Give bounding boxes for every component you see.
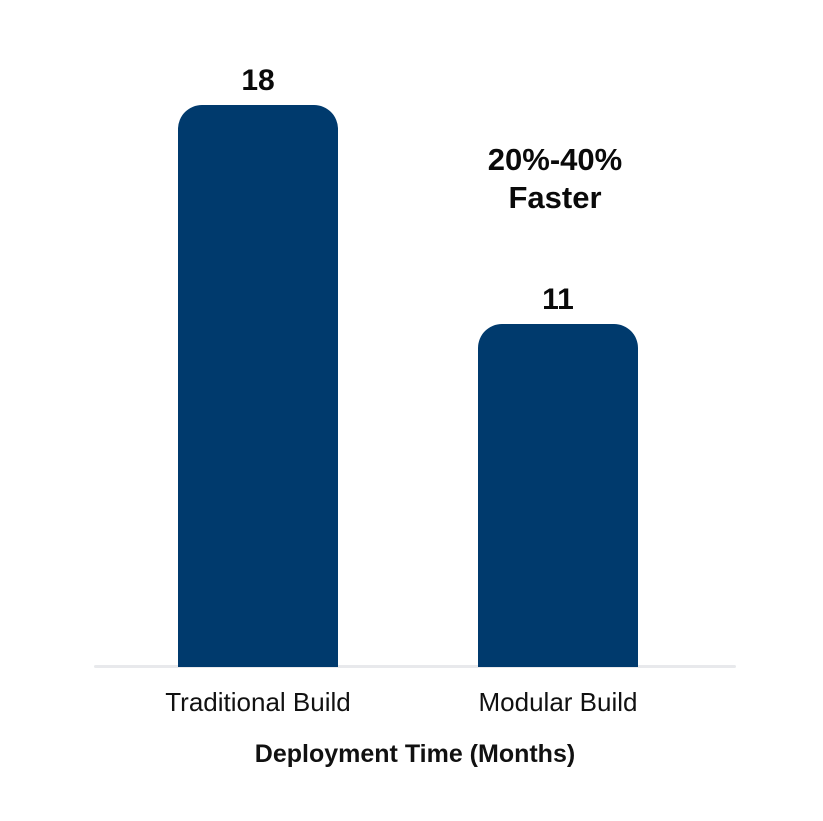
bar-modular-build — [478, 324, 638, 667]
x-axis-baseline — [94, 665, 736, 668]
annotation-line-1: 20%-40% — [487, 142, 623, 177]
bar-traditional-build — [178, 105, 338, 667]
annotation-line-2: Faster — [508, 180, 602, 215]
faster-annotation: 20%-40% Faster — [430, 141, 680, 217]
category-label-traditional-build: Traditional Build — [165, 687, 351, 717]
bar-group-traditional-build: 18 — [178, 66, 338, 667]
bar-value-label: 18 — [241, 64, 275, 97]
bar-value-label: 11 — [542, 283, 574, 316]
x-axis-title: Deployment Time (Months) — [254, 740, 576, 768]
bar-group-modular-build: 11 — [478, 285, 638, 667]
category-label-modular-build: Modular Build — [478, 687, 638, 717]
